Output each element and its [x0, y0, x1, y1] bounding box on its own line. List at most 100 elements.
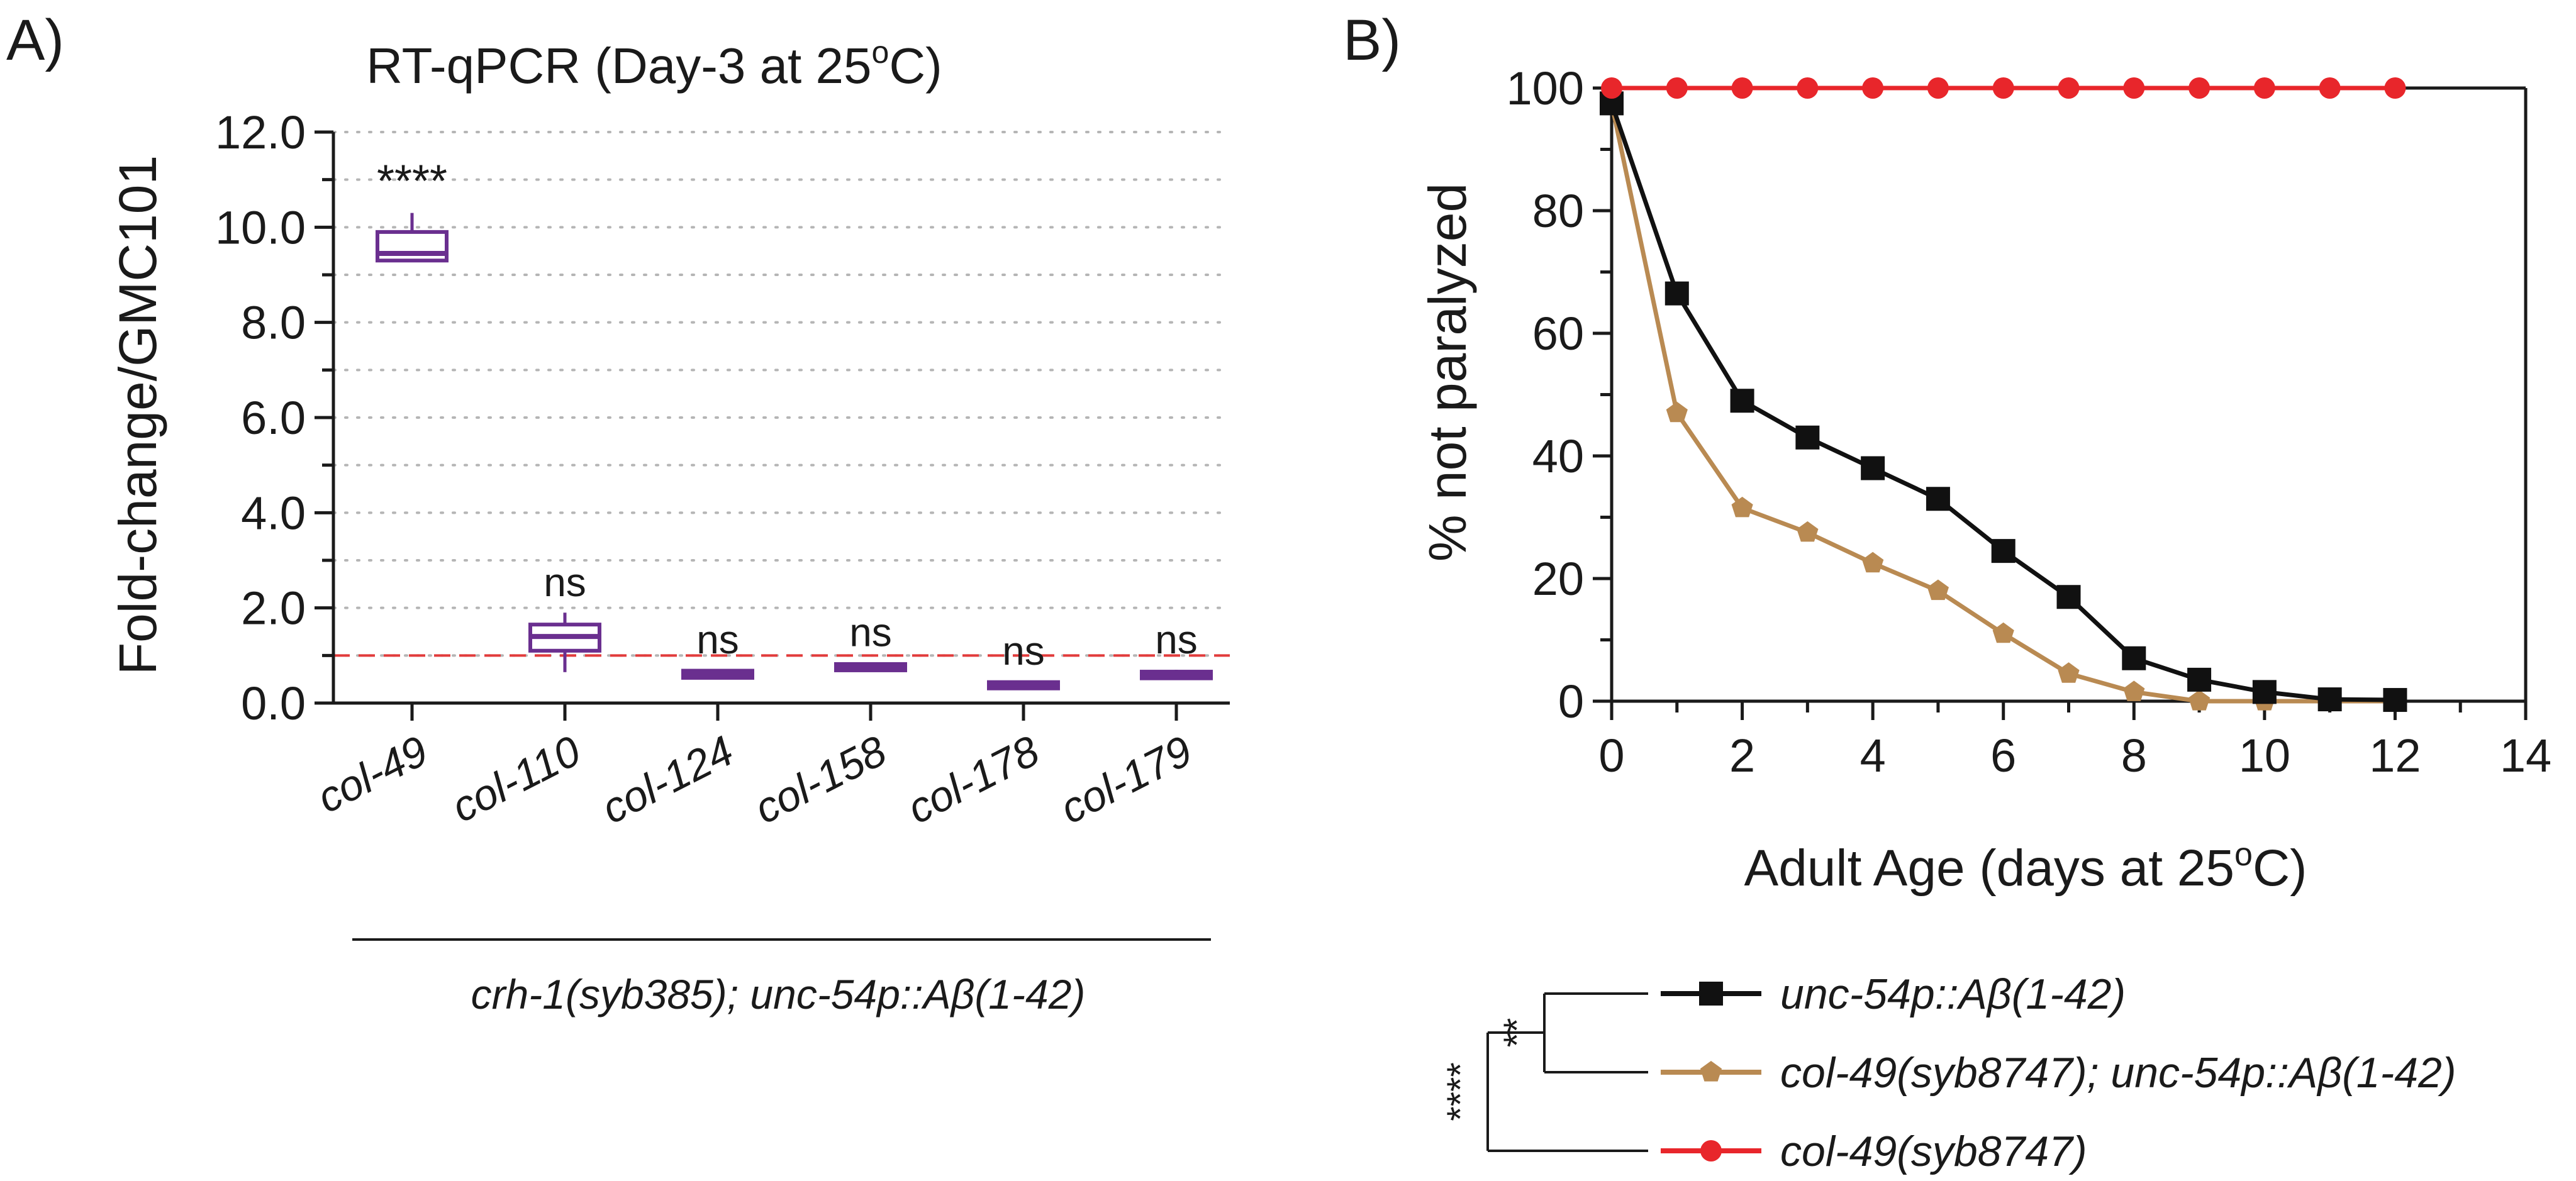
chart-b-point: [1927, 77, 1949, 99]
chart-a-xtick-label: col-110: [444, 727, 588, 832]
chart-b-point: [2123, 77, 2145, 99]
chart-a-title: RT-qPCR (Day-3 at 25oC): [366, 35, 942, 94]
chart-b-point: [1666, 401, 1688, 423]
chart-b-series-line: [1609, 103, 2395, 704]
chart-a-ytick-label: 6.0: [241, 392, 306, 444]
chart-b-point: [2253, 77, 2275, 99]
chart-b-point: [2383, 688, 2407, 712]
chart-b-series-1: [1600, 92, 2406, 711]
chart-a-title-degree: o: [872, 35, 889, 70]
chart-b-point: [1862, 77, 1884, 99]
chart-a-group-label: crh-1(syb385); unc-54p::Aβ(1-42): [471, 971, 1086, 1017]
chart-b-point: [2122, 646, 2146, 670]
chart-b-series: [1600, 77, 2407, 712]
chart-a-significance: ns: [544, 560, 586, 605]
chart-a-significance: ns: [849, 610, 892, 655]
chart-b-point: [2056, 585, 2081, 609]
chart-b-legend-marker: [1700, 1061, 1722, 1082]
chart-a-box-col-49: ****: [376, 157, 449, 263]
chart-b-point: [2319, 77, 2341, 99]
chart-a-yticks: 0.0 2.0 4.0 6.0 8.0 10.0 12.0: [215, 106, 333, 729]
legend-stat-outer: ****: [1439, 1062, 1481, 1121]
chart-b-xtick-label: 0: [1598, 729, 1624, 782]
chart-b-xtick-label: 6: [1990, 729, 2016, 782]
chart-a-xtick-label: col-158: [747, 727, 894, 833]
chart-a-box-col-158: ns: [834, 610, 907, 672]
chart-b-point: [1666, 77, 1688, 99]
chart-b-point: [2317, 687, 2342, 712]
chart-b-ytick-label: 20: [1532, 553, 1584, 605]
chart-b-legend-marker: [1699, 982, 1723, 1006]
chart-a-ytick-label: 12.0: [215, 106, 306, 158]
legend-stat-inner: **: [1496, 1018, 1538, 1048]
chart-b-point: [2123, 680, 2145, 701]
chart-a-ytick-label: 2.0: [241, 582, 306, 635]
chart-b-ylabel: % not paralyzed: [1418, 183, 1477, 562]
chart-b-point: [1992, 77, 2014, 99]
chart-b-point: [1927, 579, 1949, 601]
chart-b-legend-label: col-49(syb8747); unc-54p::Aβ(1-42): [1780, 1049, 2456, 1097]
chart-b-xlabel: Adult Age (days at 25oC): [1744, 836, 2307, 897]
chart-b-point: [2058, 77, 2080, 99]
chart-b-series-0: [1600, 91, 2407, 712]
chart-a-xtick-label: col-49: [309, 727, 435, 823]
chart-a-ytick-label: 10.0: [215, 201, 306, 253]
chart-a-box-col-179: ns: [1140, 617, 1213, 680]
chart-b-ytick-label: 80: [1532, 185, 1584, 237]
chart-b-point: [1992, 622, 2014, 643]
chart-b-point: [2187, 667, 2212, 692]
chart-a-significance: ns: [1155, 617, 1198, 662]
chart-b-point: [1731, 77, 1753, 99]
chart-b-xtick-label: 12: [2369, 729, 2421, 782]
chart-a-xtick-label: col-124: [594, 727, 741, 833]
chart-b-legend-entry: col-49(syb8747); unc-54p::Aβ(1-42): [1661, 1049, 2456, 1097]
chart-a-significance: ****: [377, 157, 447, 207]
chart-b-point: [1601, 77, 1622, 99]
chart-a-ytick-label: 0.0: [241, 677, 306, 729]
chart-b-point: [1797, 521, 1819, 542]
chart-a-axes: [332, 132, 1230, 705]
chart-a-box-col-124: ns: [681, 617, 754, 680]
chart-a-xtick-label: col-179: [1053, 727, 1200, 833]
chart-b-series-2: [1601, 77, 2406, 99]
chart-b-xtick-label: 4: [1860, 729, 1886, 782]
chart-a-xtick-label: col-178: [900, 727, 1047, 833]
chart-b-point: [2188, 77, 2211, 99]
chart-b-point: [1797, 77, 1819, 99]
chart-b-legend-marker: [1700, 1140, 1722, 1162]
chart-b-xticks: 0 2 4 6 8 10 12 14: [1598, 701, 2551, 782]
chart-b-point: [1926, 487, 1950, 511]
chart-b-series-line: [1609, 103, 2395, 702]
chart-b-legend-entry: unc-54p::Aβ(1-42): [1661, 970, 2126, 1018]
chart-a-significance: ns: [1002, 628, 1045, 674]
chart-b-xtick-label: 2: [1729, 729, 1755, 782]
chart-b-point: [1991, 539, 2016, 563]
chart-b-point: [1795, 425, 1820, 450]
chart-b-point: [2252, 680, 2277, 704]
chart-b-point: [2058, 662, 2080, 683]
chart-a-box-col-110: ns: [528, 560, 601, 672]
chart-a-ytick-label: 8.0: [241, 297, 306, 349]
chart-b-ytick-label: 40: [1532, 430, 1584, 482]
chart-b-ytick-label: 0: [1558, 675, 1584, 728]
chart-a-significance: ns: [696, 617, 739, 662]
chart-b-ytick-label: 60: [1532, 308, 1584, 360]
chart-b-point: [1862, 552, 1884, 573]
chart-b-ytick-label: 100: [1507, 62, 1584, 114]
chart-a-xticks: col-49 col-110 col-124 col-158 col-178 col-17…: [309, 703, 1200, 833]
chart-b-xtick-label: 14: [2500, 729, 2551, 782]
chart-b-xtick-label: 10: [2239, 729, 2290, 782]
chart-b-legend: unc-54p::Aβ(1-42)col-49(syb8747); unc-54…: [1661, 970, 2456, 1175]
chart-b-point: [1664, 281, 1689, 306]
chart-b-legend-entry: col-49(syb8747): [1661, 1128, 2087, 1175]
chart-b-point: [1861, 456, 1885, 480]
chart-a-boxes: **** ns ns ns ns ns: [376, 157, 1213, 690]
panel-b-label: B): [1343, 8, 1401, 72]
chart-a-ytick-label: 4.0: [241, 487, 306, 539]
chart-a-gridlines: [332, 131, 1231, 657]
chart-b-point: [2188, 690, 2211, 711]
chart-b-legend-label: unc-54p::Aβ(1-42): [1780, 970, 2126, 1018]
chart-a-box-col-178: ns: [987, 628, 1060, 690]
chart-a-ylabel: Fold-change/GMC101: [108, 155, 167, 675]
